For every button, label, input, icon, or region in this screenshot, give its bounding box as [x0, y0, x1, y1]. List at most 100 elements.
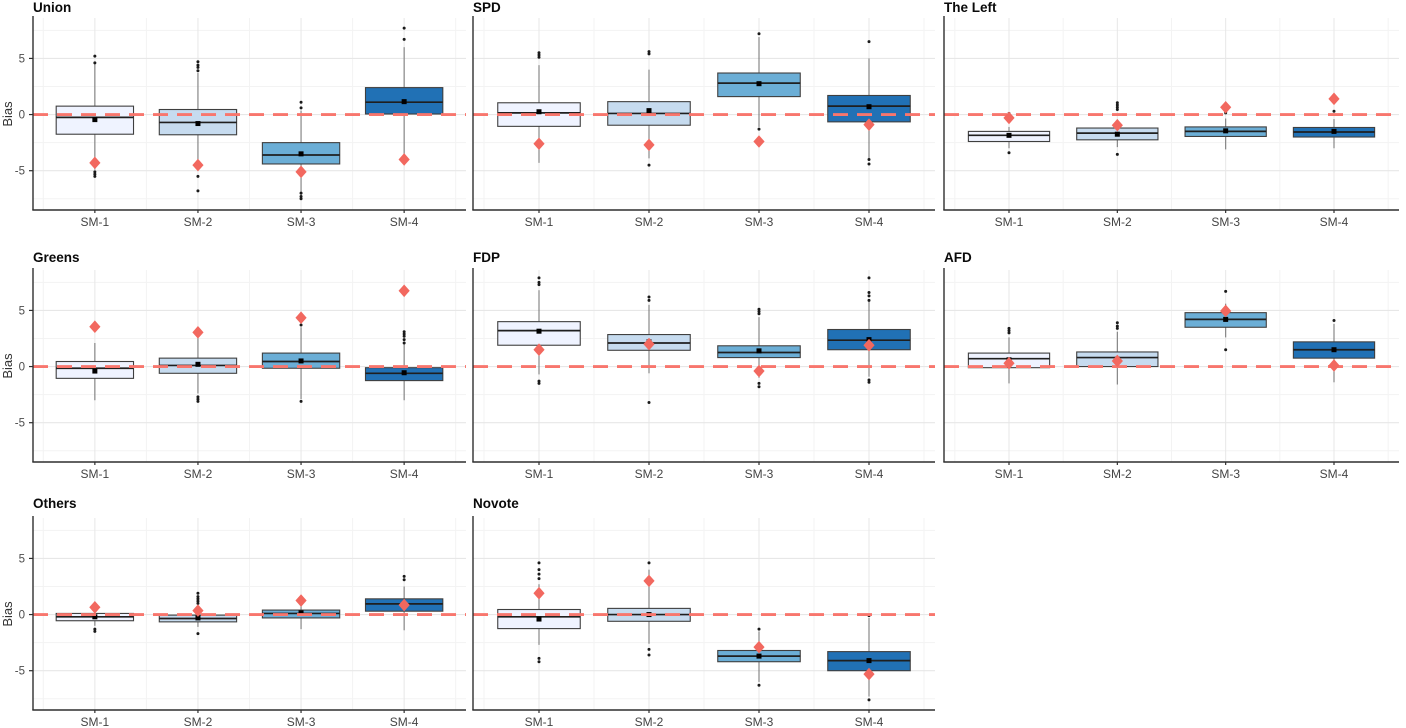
outlier-point	[757, 385, 761, 389]
panel-title: FDP	[473, 250, 500, 265]
outlier-point	[1224, 289, 1228, 293]
x-tick-label: SM-4	[855, 215, 884, 229]
x-tick-label: SM-1	[995, 467, 1024, 481]
outlier-point	[196, 632, 200, 636]
diamond-marker	[753, 364, 765, 378]
x-tick-label: SM-4	[390, 215, 419, 229]
x-tick-label: SM-1	[525, 715, 554, 728]
outlier-point	[867, 698, 871, 702]
outlier-point	[299, 195, 303, 199]
diamond-marker	[192, 158, 204, 172]
diamond-marker	[1328, 359, 1340, 372]
outlier-point	[537, 656, 541, 660]
outlier-point	[647, 163, 651, 167]
mean-marker	[298, 358, 304, 364]
y-tick-label: -5	[15, 418, 25, 430]
outlier-point	[647, 52, 651, 56]
mean-marker	[1114, 131, 1120, 137]
outlier-point	[1332, 109, 1336, 113]
outlier-point	[757, 627, 761, 631]
outlier-point	[196, 69, 200, 73]
outlier-point	[196, 601, 200, 605]
y-tick-label: -5	[15, 166, 25, 178]
x-tick-label: SM-3	[287, 215, 316, 229]
boxplot-sm-4	[364, 330, 444, 401]
panel-title: Others	[33, 496, 77, 511]
outlier-point	[299, 191, 303, 195]
diamond-marker	[753, 135, 765, 148]
x-tick-label: SM-1	[81, 467, 110, 481]
panel-title: SPD	[473, 0, 501, 15]
y-tick-label: 5	[19, 53, 25, 65]
outlier-point	[1115, 101, 1119, 105]
diamond-marker	[643, 574, 655, 588]
outlier-point	[196, 395, 200, 399]
mean-marker	[92, 614, 98, 620]
panel-plot: SM-1 SM-2 SM-3 SM-4 5 0 -5 Bias	[0, 16, 466, 229]
panel-spd: SPD SM-1 SM-2 SM-3 SM-4	[468, 0, 937, 242]
outlier-point	[196, 591, 200, 595]
mean-marker	[866, 104, 872, 110]
outlier-point	[299, 399, 303, 403]
outlier-point	[402, 338, 406, 342]
x-tick-label: SM-2	[635, 215, 664, 229]
panel-plot: SM-1 SM-2 SM-3 SM-4	[943, 268, 1399, 481]
outlier-point	[402, 330, 406, 334]
diamond-marker	[643, 138, 655, 152]
outlier-point	[647, 561, 651, 565]
outlier-point	[1115, 152, 1119, 156]
panel-fdp: FDP SM-1 SM-2 SM-3 SM-4	[468, 242, 937, 490]
panel-plot: SM-1 SM-2 SM-3 SM-4	[943, 16, 1399, 229]
mean-marker	[92, 368, 98, 374]
panel-novote: Novote SM-1 SM-2 SM-3 SM-4	[468, 490, 937, 728]
mean-marker	[1331, 347, 1337, 353]
diamond-marker	[1111, 118, 1123, 132]
boxplot-sm-1	[967, 111, 1051, 155]
outlier-point	[402, 334, 406, 338]
outlier-point	[537, 276, 541, 280]
x-tick-label: SM-4	[390, 467, 419, 481]
outlier-point	[1115, 321, 1119, 325]
outlier-point	[1332, 319, 1336, 323]
outlier-point	[537, 283, 541, 287]
boxplot-sm-1	[55, 54, 135, 178]
x-tick-label: SM-1	[525, 215, 554, 229]
diamond-marker	[533, 343, 545, 357]
boxplot-sm-3	[261, 604, 341, 630]
mean-marker	[756, 348, 762, 354]
minor-gridlines	[944, 270, 1399, 462]
outlier-point	[93, 627, 97, 631]
mean-marker	[298, 610, 304, 616]
outlier-point	[93, 172, 97, 176]
outlier-point	[93, 170, 97, 174]
outlier-point	[196, 60, 200, 64]
x-tick-label: SM-1	[525, 467, 554, 481]
panel-union: Union SM-1 SM-2 SM-3 SM-4 5 0 -5 Bias	[0, 0, 468, 242]
panel-plot: SM-1 SM-2 SM-3 SM-4	[472, 516, 935, 728]
outlier-point	[1115, 108, 1119, 112]
outlier-point	[93, 54, 97, 58]
diamond-marker	[89, 320, 101, 334]
panel-title: AFD	[944, 250, 972, 265]
outlier-point	[1007, 151, 1011, 155]
boxplot-sm-3	[261, 323, 341, 403]
panel-plot: SM-1 SM-2 SM-3 SM-4	[472, 16, 935, 229]
diamond-marker	[1328, 92, 1340, 106]
x-tick-label: SM-3	[745, 467, 774, 481]
diamond-marker	[863, 338, 875, 352]
outlier-point	[537, 660, 541, 664]
panel-afd: AFD SM-1 SM-2 SM-3 SM-4	[937, 242, 1406, 490]
mean-marker	[195, 121, 201, 127]
outlier-point	[196, 189, 200, 193]
outlier-point	[1007, 329, 1011, 333]
outlier-point	[402, 341, 406, 345]
mean-marker	[756, 653, 762, 659]
outlier-point	[867, 378, 871, 382]
diamond-marker	[1220, 304, 1232, 318]
mean-marker	[756, 81, 762, 87]
outlier-point	[1115, 105, 1119, 109]
outlier-point	[196, 595, 200, 599]
diamond-marker	[295, 594, 307, 607]
x-tick-label: SM-3	[1211, 215, 1240, 229]
outlier-point	[93, 174, 97, 178]
